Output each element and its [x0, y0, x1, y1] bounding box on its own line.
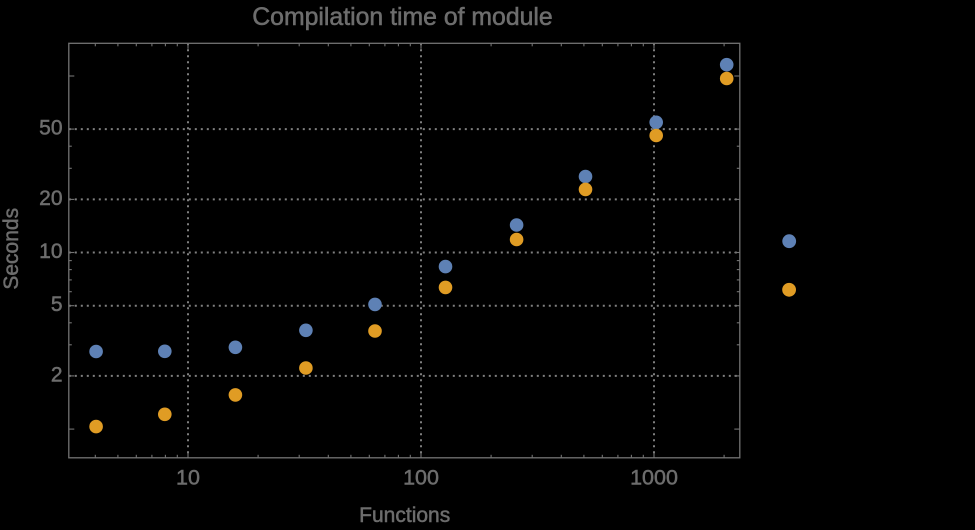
svg-text:Compilation time of module: Compilation time of module: [252, 4, 552, 31]
svg-text:1000: 1000: [630, 465, 678, 489]
svg-text:Functions: Functions: [359, 504, 450, 525]
svg-text:Seconds: Seconds: [0, 208, 23, 290]
svg-text:10: 10: [39, 240, 62, 263]
svg-text:100: 100: [403, 465, 439, 489]
svg-text:5: 5: [51, 293, 63, 316]
svg-text:20: 20: [39, 187, 62, 210]
svg-text:50: 50: [39, 117, 62, 140]
svg-text:2: 2: [51, 363, 63, 386]
svg-text:10: 10: [176, 465, 200, 489]
